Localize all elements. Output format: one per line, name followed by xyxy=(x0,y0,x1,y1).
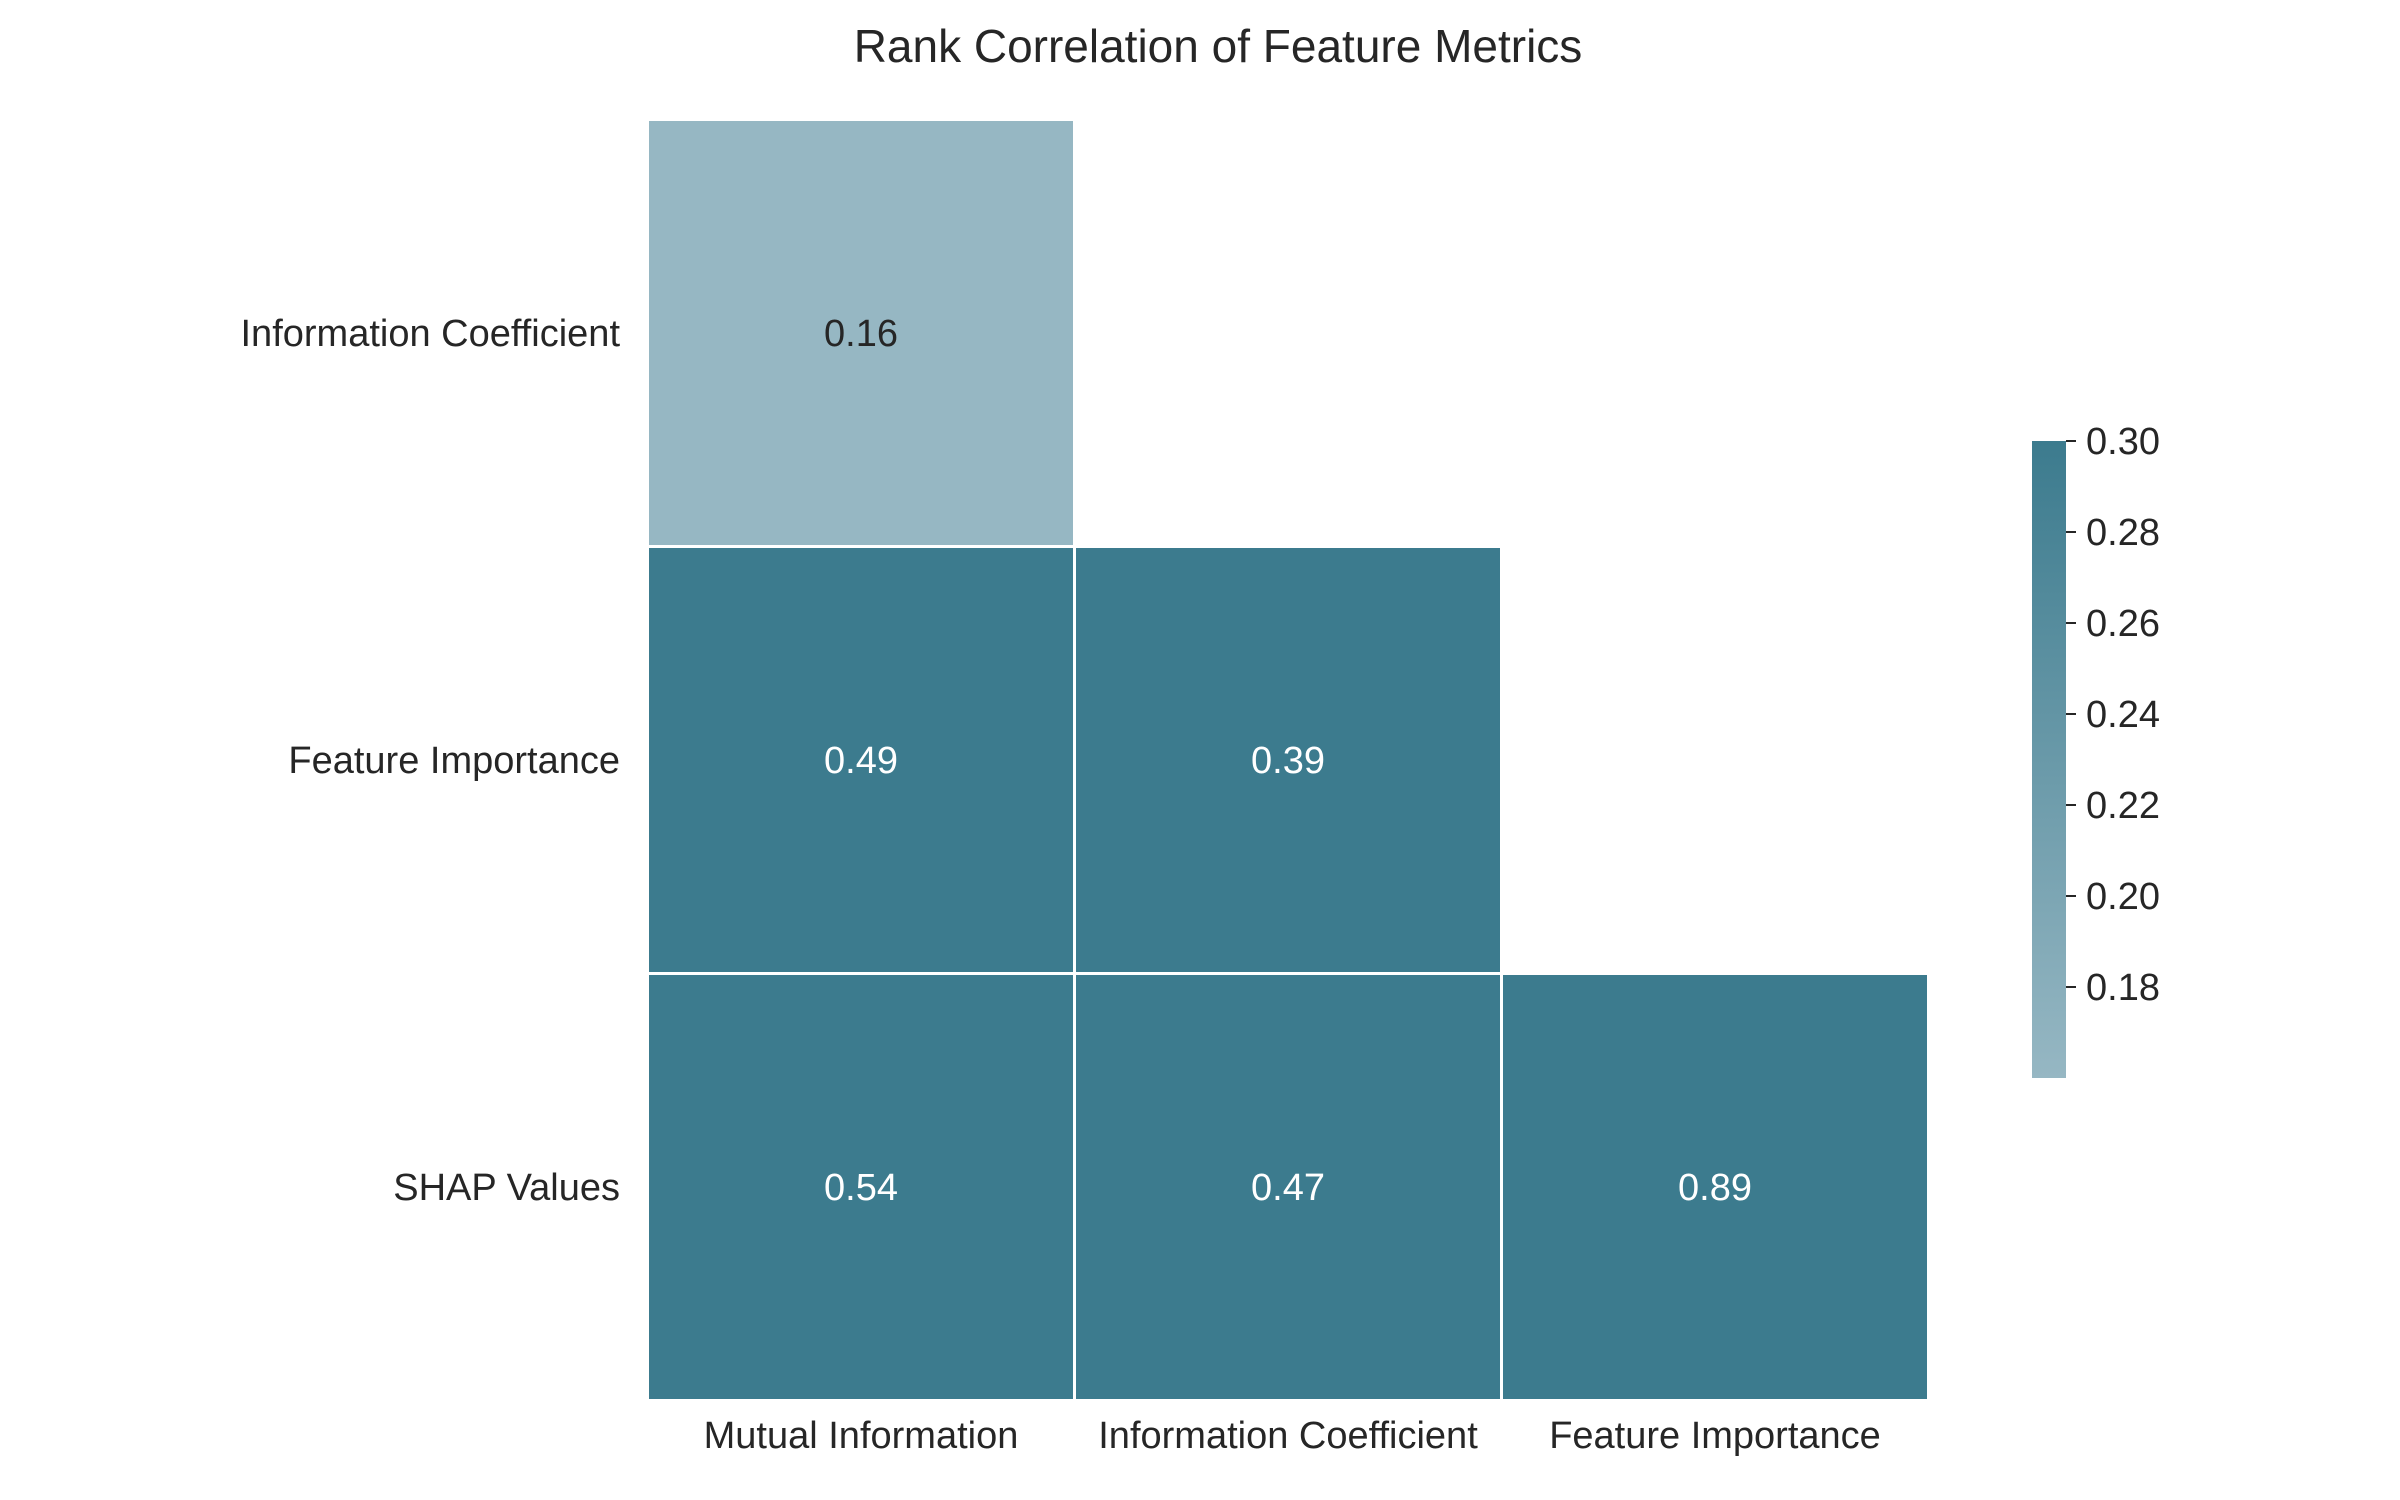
x-tick-label: Mutual Information xyxy=(704,1415,1019,1457)
colorbar-tick-label: 0.26 xyxy=(2086,603,2160,645)
heatmap-cell xyxy=(649,548,1073,972)
heatmap-cell xyxy=(649,975,1073,1399)
colorbar-ticks: 0.18 0.20 0.22 0.24 0.26 0.28 0.30 xyxy=(2066,421,2160,1009)
heatmap-cell xyxy=(1076,975,1500,1399)
heatmap-cell xyxy=(649,121,1073,545)
heatmap-cell xyxy=(1503,975,1927,1399)
colorbar-tick-label: 0.24 xyxy=(2086,694,2160,736)
y-axis-tick-labels: Information Coefficient Feature Importanc… xyxy=(241,313,621,1209)
y-tick-label: SHAP Values xyxy=(393,1167,620,1209)
heatmap-cell-value: 0.39 xyxy=(1251,740,1325,782)
colorbar-tick-label: 0.22 xyxy=(2086,785,2160,827)
heatmap-cell-value: 0.89 xyxy=(1678,1167,1752,1209)
x-axis-tick-labels: Mutual Information Information Coefficien… xyxy=(704,1415,1881,1457)
heatmap-cell-value: 0.49 xyxy=(824,740,898,782)
x-tick-label: Feature Importance xyxy=(1549,1415,1881,1457)
colorbar-tick-label: 0.28 xyxy=(2086,512,2160,554)
x-tick-label: Information Coefficient xyxy=(1098,1415,1478,1457)
heatmap-cells: 0.16 0.49 0.39 0.54 0.47 0.89 xyxy=(649,121,1927,1399)
colorbar-tick-label: 0.20 xyxy=(2086,876,2160,918)
colorbar-gradient xyxy=(2032,441,2066,1078)
y-tick-label: Feature Importance xyxy=(288,740,620,782)
colorbar: 0.18 0.20 0.22 0.24 0.26 0.28 0.30 xyxy=(2032,421,2160,1078)
chart-title: Rank Correlation of Feature Metrics xyxy=(854,20,1583,72)
heatmap-cell-value: 0.47 xyxy=(1251,1167,1325,1209)
colorbar-tick-label: 0.18 xyxy=(2086,967,2160,1009)
y-tick-label: Information Coefficient xyxy=(241,313,621,355)
colorbar-tick-label: 0.30 xyxy=(2086,421,2160,463)
heatmap-cell-value: 0.16 xyxy=(824,313,898,355)
heatmap-cell-value: 0.54 xyxy=(824,1167,898,1209)
heatmap-cell xyxy=(1076,548,1500,972)
